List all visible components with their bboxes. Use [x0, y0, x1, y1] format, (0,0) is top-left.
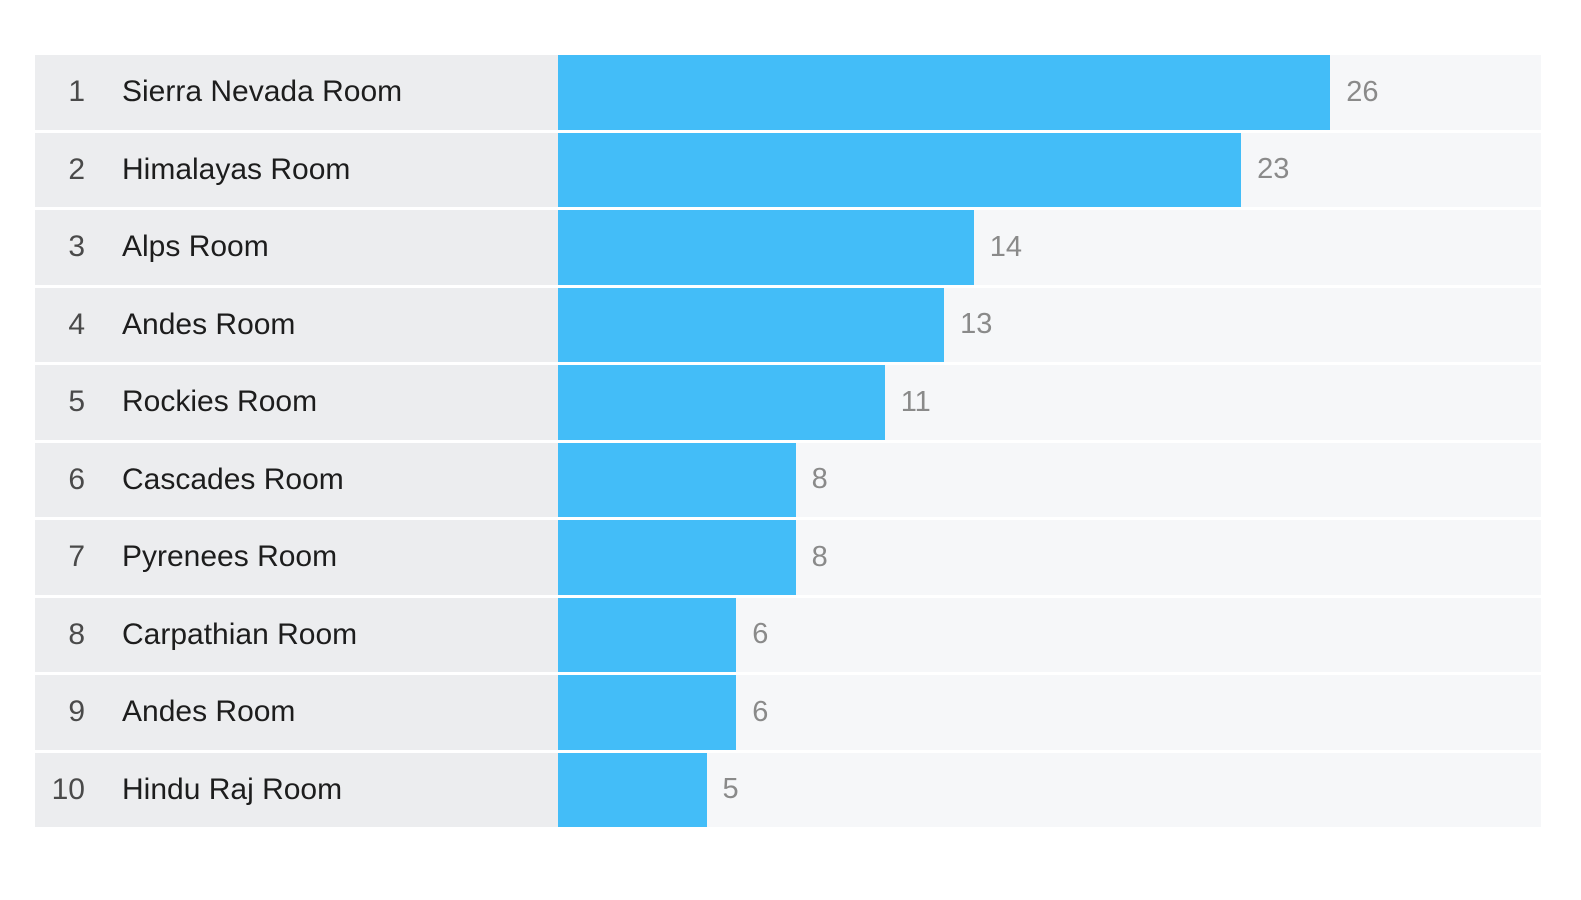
bar-track: 13: [558, 287, 1541, 362]
row-label-cell: 6 Cascades Room: [35, 442, 558, 517]
bar-value-label: 5: [722, 773, 739, 806]
bar-value-label: 6: [752, 618, 769, 651]
bar-value-label: 23: [1257, 153, 1290, 186]
bar-value-label: 11: [900, 385, 931, 418]
rank-number: 8: [68, 617, 85, 651]
row-label-cell: 4 Andes Room: [35, 287, 558, 362]
room-name: Rockies Room: [122, 385, 318, 419]
bar: [558, 597, 737, 672]
bar-track: 6: [558, 597, 1541, 672]
bar: [558, 752, 707, 827]
bar-value-label: 6: [752, 695, 769, 728]
room-name: Cascades Room: [122, 462, 344, 496]
bar: [558, 55, 1331, 130]
row-label-cell: 8 Carpathian Room: [35, 597, 558, 672]
bar-value-label: 8: [811, 463, 828, 496]
bar-track: 23: [558, 132, 1541, 207]
rank-number: 6: [68, 462, 85, 496]
table-row[interactable]: 2 Himalayas Room 23: [35, 132, 1541, 211]
table-row[interactable]: 7 Pyrenees Room 8: [35, 520, 1541, 598]
table-row[interactable]: 10 Hindu Raj Room 5: [35, 752, 1541, 831]
rank-number: 2: [68, 152, 85, 186]
bar-value-label: 26: [1346, 75, 1379, 108]
room-name: Pyrenees Room: [122, 540, 338, 574]
bar-value-label: 14: [989, 230, 1023, 263]
table-row[interactable]: 6 Cascades Room 8: [35, 442, 1541, 521]
row-label-cell: 3 Alps Room: [35, 210, 558, 285]
table-row[interactable]: 5 Rockies Room 11: [35, 365, 1541, 443]
bar-value-label: 13: [960, 308, 993, 341]
row-label-cell: 5 Rockies Room: [35, 365, 558, 440]
row-label-cell: 2 Himalayas Room: [35, 132, 558, 207]
rank-number: 4: [68, 307, 85, 341]
bar: [558, 675, 737, 750]
row-label-cell: 1 Sierra Nevada Room: [35, 55, 558, 130]
table-row[interactable]: 4 Andes Room 13: [35, 287, 1541, 366]
rank-number: 7: [68, 540, 85, 574]
row-label-cell: 9 Andes Room: [35, 675, 558, 750]
rank-number: 5: [68, 385, 85, 419]
room-name: Alps Room: [122, 230, 269, 264]
table-row[interactable]: 3 Alps Room 14: [35, 210, 1541, 288]
bar: [558, 287, 945, 362]
row-label-cell: 7 Pyrenees Room: [35, 520, 558, 595]
bar-track: 11: [558, 365, 1541, 440]
room-name: Sierra Nevada Room: [122, 75, 403, 109]
table-row[interactable]: 9 Andes Room 6: [35, 675, 1541, 753]
bar: [558, 442, 796, 517]
rank-number: 10: [51, 772, 85, 806]
bar-track: 6: [558, 675, 1541, 750]
bar-track: 14: [558, 210, 1541, 285]
bar-track: 26: [558, 55, 1541, 130]
bar: [558, 365, 885, 440]
ranked-bar-chart: 1 Sierra Nevada Room 26 2 Himalayas Room…: [35, 55, 1541, 830]
room-name: Hindu Raj Room: [122, 772, 343, 806]
room-name: Himalayas Room: [122, 152, 351, 186]
bar-track: 5: [558, 752, 1541, 827]
bar-track: 8: [558, 442, 1541, 517]
bar-track: 8: [558, 520, 1541, 595]
bar-value-label: 8: [811, 540, 828, 573]
bar: [558, 520, 796, 595]
bar: [558, 132, 1242, 207]
rank-number: 3: [68, 230, 85, 264]
table-row[interactable]: 1 Sierra Nevada Room 26: [35, 55, 1541, 133]
room-name: Carpathian Room: [122, 617, 358, 651]
room-name: Andes Room: [122, 695, 296, 729]
bar: [558, 210, 974, 285]
rank-number: 9: [68, 695, 85, 729]
rank-number: 1: [68, 75, 85, 109]
table-row[interactable]: 8 Carpathian Room 6: [35, 597, 1541, 676]
room-name: Andes Room: [122, 307, 296, 341]
row-label-cell: 10 Hindu Raj Room: [35, 752, 558, 827]
